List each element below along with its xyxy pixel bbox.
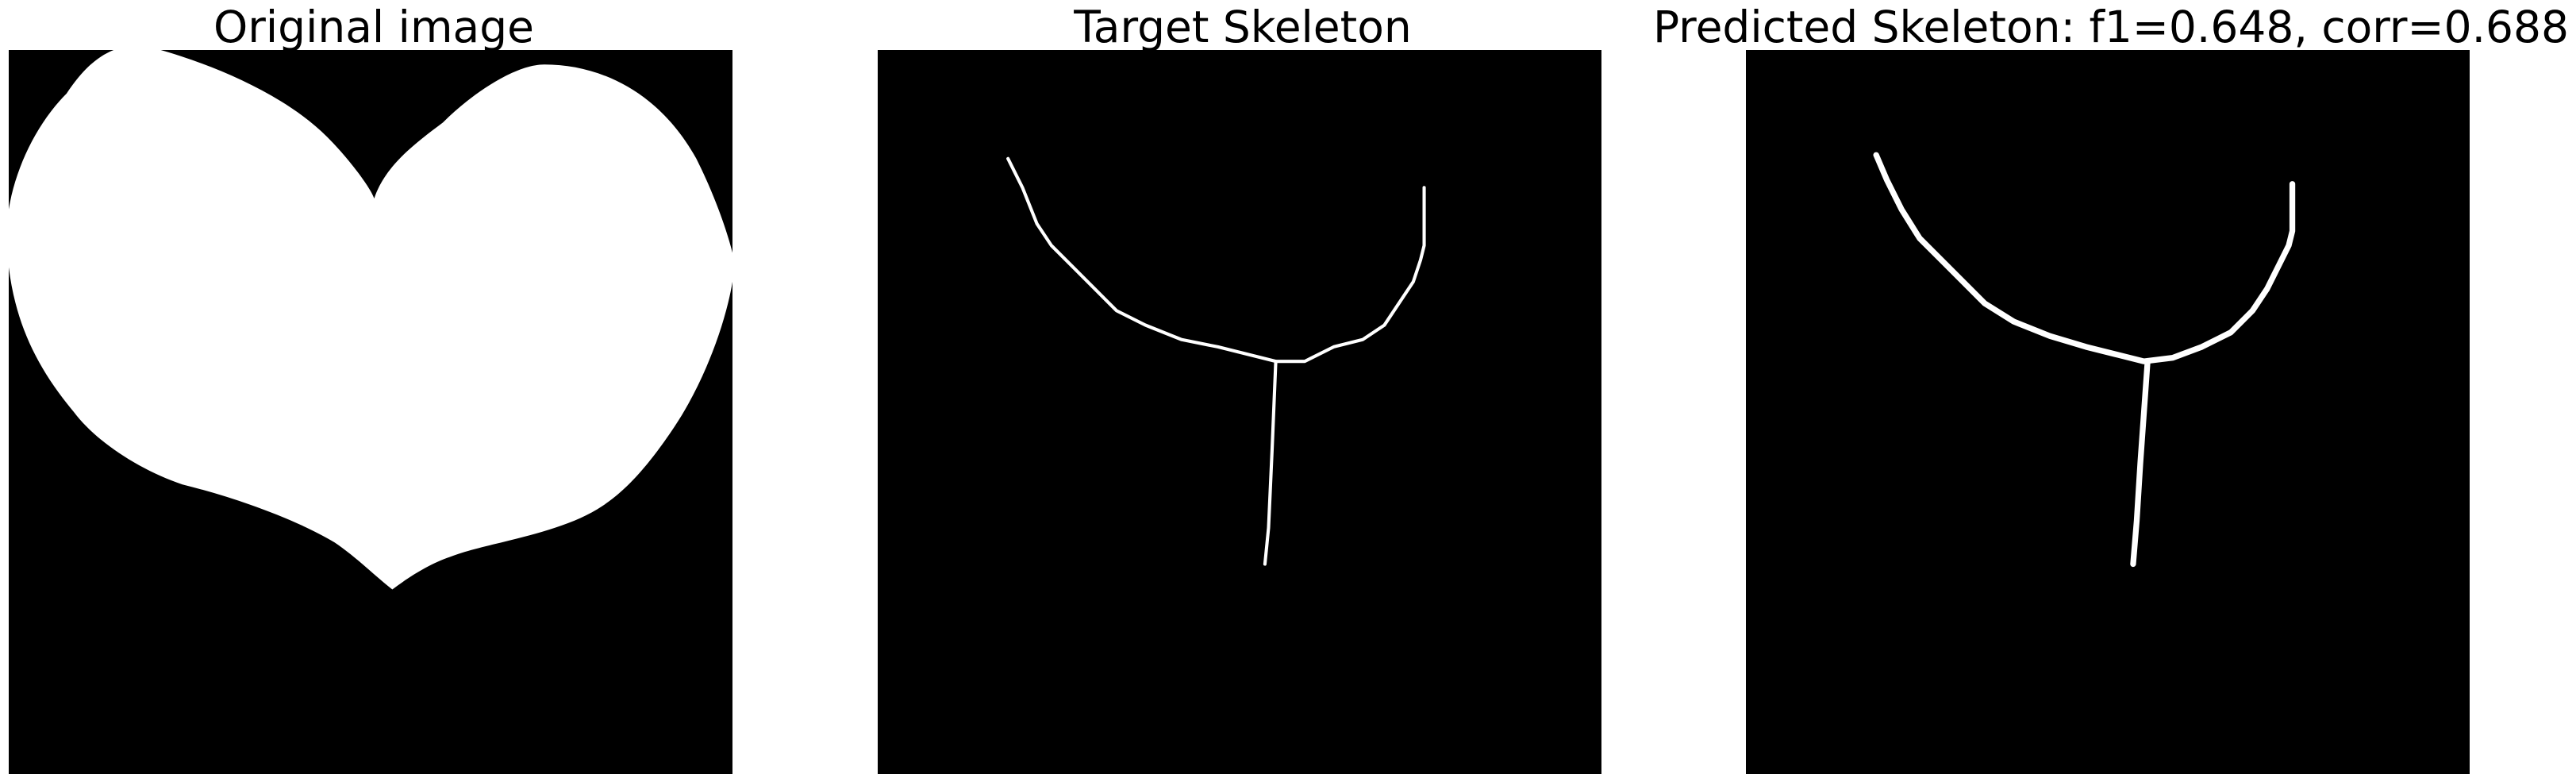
predicted-skeleton-image <box>1746 50 2470 774</box>
original-heart-image <box>9 50 732 774</box>
panel-predicted-skeleton: Predicted Skeleton: f1=0.648, corr=0.688 <box>1653 0 2569 782</box>
panel-target-skeleton: Target Skeleton <box>878 0 1608 782</box>
panel-title-target: Target Skeleton <box>1074 2 1412 52</box>
panel-original-image: Original image <box>9 0 739 782</box>
panel-title-original: Original image <box>213 2 534 52</box>
predicted-skeleton-lines <box>1873 152 2296 568</box>
target-skeleton-image <box>878 50 1601 774</box>
target-skeleton-lines <box>1006 156 1426 566</box>
panel-title-predicted: Predicted Skeleton: f1=0.648, corr=0.688 <box>1652 2 2570 52</box>
heart-shape <box>9 50 732 590</box>
